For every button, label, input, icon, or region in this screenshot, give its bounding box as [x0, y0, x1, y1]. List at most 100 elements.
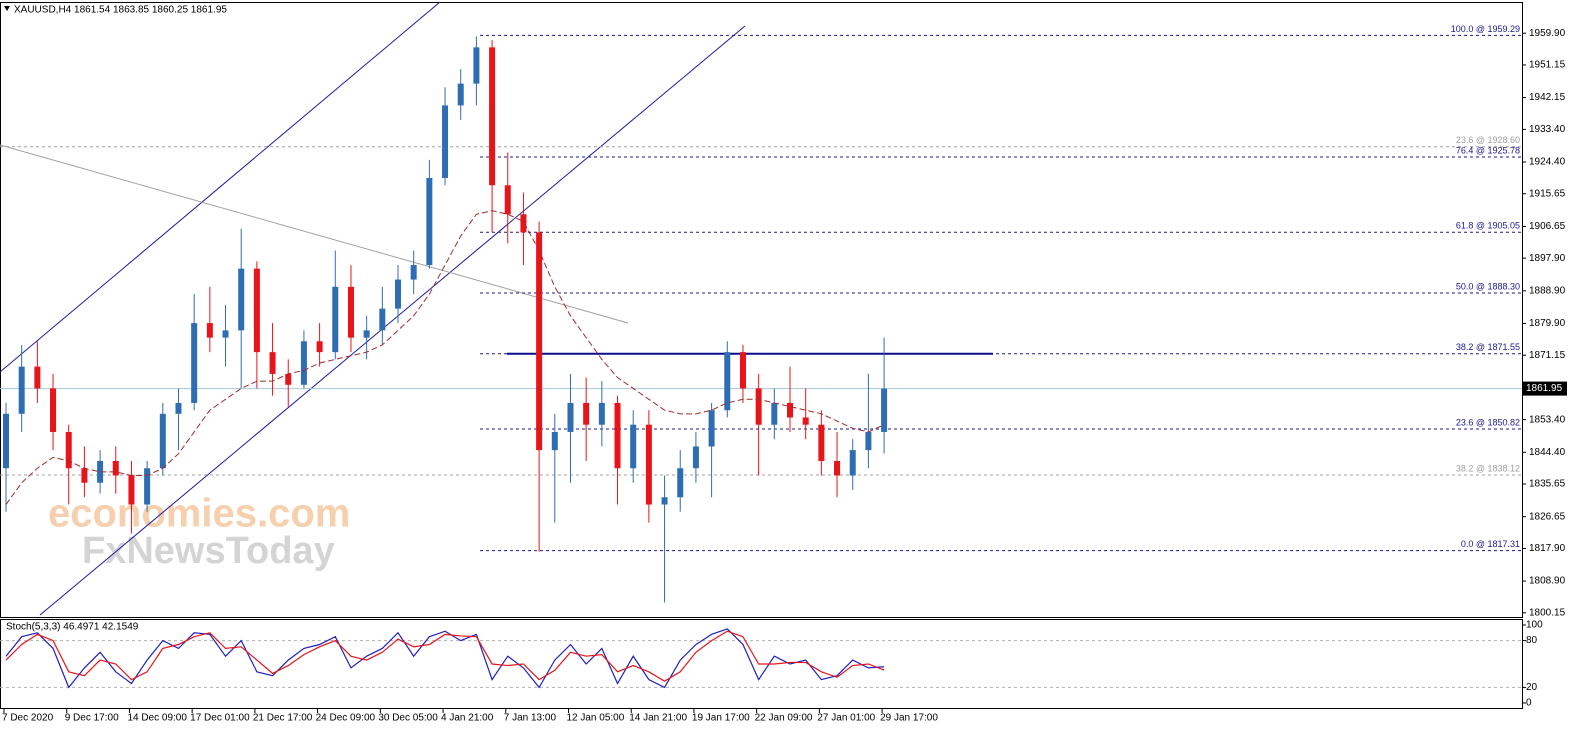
candle-body [551, 431, 558, 451]
candle-body [802, 417, 809, 425]
y-tick-label: 1879.90 [1529, 318, 1566, 329]
candle-body [473, 47, 480, 84]
x-tick-label: 7 Jan 13:00 [504, 713, 557, 724]
x-tick-label: 27 Jan 01:00 [817, 713, 875, 724]
candle-body [818, 424, 825, 461]
candle-body [50, 388, 57, 432]
y-tick-label: 80 [1526, 635, 1538, 646]
x-tick-label: 14 Jan 21:00 [629, 713, 687, 724]
candle-body [34, 366, 41, 389]
y-tick-label: 1871.15 [1529, 350, 1566, 361]
candle-body [787, 402, 793, 418]
fib-label: 50.0 @ 1888.30 [1456, 281, 1520, 291]
fib-label: 100.0 @ 1959.29 [1451, 24, 1520, 34]
candle-body [18, 366, 25, 414]
y-tick-label: 1844.40 [1529, 447, 1566, 458]
x-tick-label: 4 Jan 21:00 [441, 713, 494, 724]
candle-body [677, 468, 684, 498]
y-tick-label: 1800.15 [1529, 607, 1566, 618]
candle-body [3, 413, 9, 469]
candle-body [191, 323, 198, 403]
y-tick-label: 1906.65 [1529, 221, 1566, 232]
y-tick-label: 1826.65 [1529, 511, 1566, 522]
fib-label: 23.6 @ 1928.60 [1456, 135, 1520, 145]
candle-body [489, 47, 496, 186]
fib-label: 61.8 @ 1905.05 [1456, 221, 1520, 231]
candle-body [379, 308, 386, 331]
x-tick-label: 17 Dec 01:00 [190, 713, 250, 724]
y-tick-label: 100 [1526, 620, 1543, 631]
candle-body [159, 413, 166, 469]
y-tick-label: 1853.40 [1529, 414, 1566, 425]
candle-body [112, 460, 119, 476]
y-tick-label: 0 [1526, 698, 1532, 709]
candle-body [583, 402, 590, 425]
candle-body [300, 341, 307, 385]
y-tick-label: 20 [1526, 682, 1538, 693]
candle-body [81, 468, 88, 483]
fib-label: 23.6 @ 1850.82 [1456, 417, 1520, 427]
candle-body [614, 402, 621, 469]
candle-body [442, 105, 449, 178]
candle-body [316, 341, 323, 353]
candle-body [128, 475, 135, 505]
candle-body [238, 268, 245, 331]
candle-body [881, 388, 888, 432]
y-tick-label: 1933.40 [1529, 124, 1566, 135]
watermark: economies.com [48, 492, 350, 536]
candle-body [630, 424, 637, 469]
x-tick-label: 24 Dec 09:00 [316, 713, 376, 724]
candle-body [567, 402, 574, 432]
candle-body [426, 177, 433, 266]
candle-body [410, 265, 417, 280]
candle-body [739, 352, 746, 389]
candle-body [661, 497, 668, 505]
candle-body [849, 450, 856, 476]
y-tick-label: 1817.90 [1529, 543, 1566, 554]
x-tick-label: 21 Dec 17:00 [253, 713, 313, 724]
y-tick-label: 1888.90 [1529, 285, 1566, 296]
candle-body [253, 268, 260, 353]
candle-body [771, 402, 778, 425]
candle-body [175, 402, 182, 414]
y-tick-label: 1942.15 [1529, 92, 1566, 103]
y-tick-label: 1915.65 [1529, 188, 1566, 199]
stoch-line [5, 628, 885, 689]
candle-body [222, 330, 229, 338]
candle-body [536, 232, 543, 451]
fib-label: 38.2 @ 1871.55 [1456, 342, 1520, 352]
main-panel [0, 2, 1523, 618]
candle-body [520, 214, 527, 233]
candle-body [332, 286, 339, 353]
x-tick-label: 14 Dec 09:00 [127, 713, 187, 724]
x-tick-label: 9 Dec 17:00 [65, 713, 119, 724]
stoch-panel [0, 619, 1523, 709]
candle-body [724, 352, 731, 411]
candle-body [755, 388, 762, 425]
y-tick-label: 1951.15 [1529, 60, 1566, 71]
fib-label: 38.2 @ 1838.12 [1456, 463, 1520, 473]
channel-upper [0, 1, 441, 373]
candle-body [97, 460, 104, 483]
y-tick-label: 1959.90 [1529, 28, 1566, 39]
candle-body [269, 352, 276, 374]
last-price-label: 1861.95 [1526, 383, 1563, 394]
fib-label: 76.4 @ 1925.78 [1456, 145, 1520, 155]
fib-label: 0.0 @ 1817.31 [1461, 539, 1520, 549]
watermark: FxNewsToday [82, 530, 335, 572]
candle-body [692, 446, 699, 469]
chart-title: XAUUSD,H4 1861.54 1863.85 1860.25 1861.9… [14, 5, 227, 16]
candle-body [144, 468, 151, 505]
candle-body [645, 424, 652, 505]
candle-body [834, 460, 841, 476]
x-tick-label: 19 Jan 17:00 [692, 713, 750, 724]
candle-body [363, 330, 370, 338]
candle-body [504, 185, 511, 215]
y-tick-label: 1835.65 [1529, 479, 1566, 490]
candle-body [457, 83, 464, 106]
x-tick-label: 7 Dec 2020 [2, 713, 54, 724]
x-tick-label: 29 Jan 17:00 [880, 713, 938, 724]
candle-body [708, 410, 715, 447]
